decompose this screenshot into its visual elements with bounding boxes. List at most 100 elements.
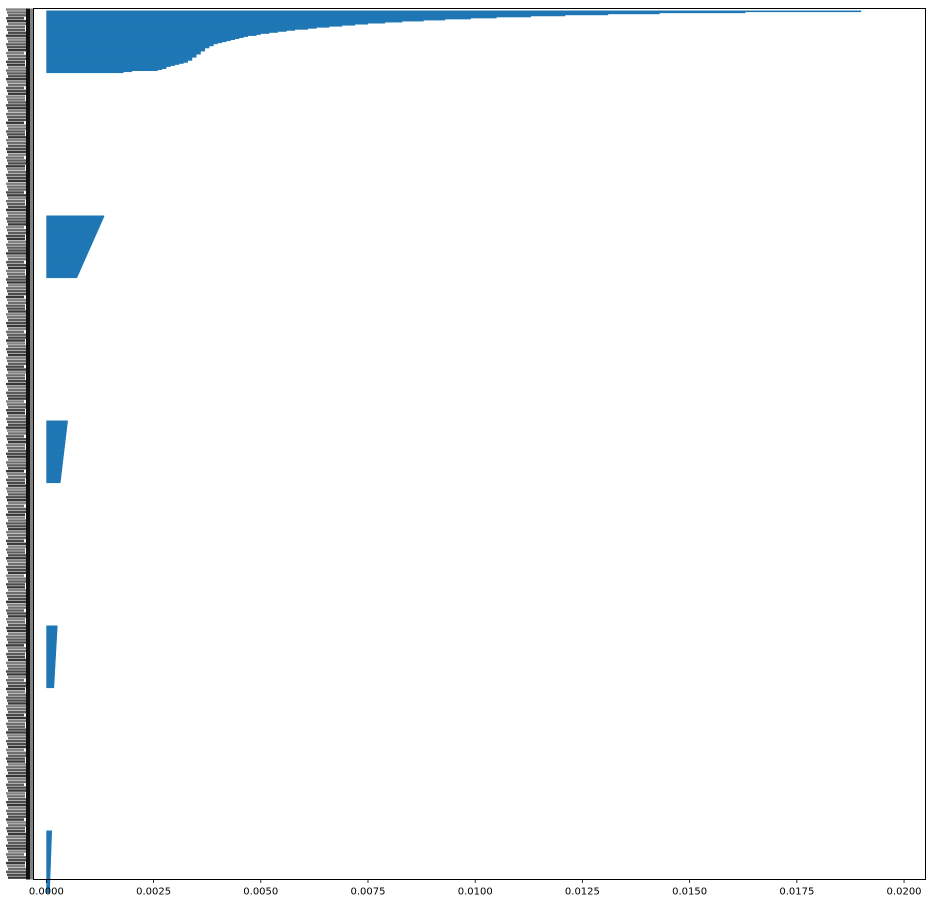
x-tick-layer: 0.0000 0.0025 0.0050 0.0075 0.0100 0.0125 0.01… xyxy=(29,879,922,898)
y-tick-label xyxy=(7,777,27,781)
bar xyxy=(46,473,62,475)
bar xyxy=(46,228,99,231)
y-tick-label xyxy=(7,620,25,624)
bar xyxy=(46,65,171,67)
y-tick-label xyxy=(8,719,28,723)
y-tick-label xyxy=(7,472,28,476)
y-tick-label xyxy=(8,562,26,566)
bar xyxy=(46,220,102,223)
y-tick-label xyxy=(8,388,26,392)
y-tick-label xyxy=(6,121,24,124)
y-tick-label xyxy=(8,519,29,522)
y-tick-label xyxy=(6,600,27,604)
bar xyxy=(46,269,81,271)
y-tick-label xyxy=(6,156,24,159)
y-tick-label xyxy=(8,14,27,17)
bar xyxy=(46,270,80,272)
bar xyxy=(46,443,66,445)
y-tick-label xyxy=(8,493,26,496)
y-tick-label xyxy=(8,780,27,784)
y-tick-label xyxy=(7,751,28,755)
bar xyxy=(46,243,92,246)
bar xyxy=(46,235,96,237)
y-tick-label xyxy=(8,824,28,827)
y-tick-label xyxy=(8,258,27,261)
y-tick-label xyxy=(7,307,25,310)
y-tick-label xyxy=(7,185,27,188)
y-tick-label xyxy=(6,670,27,673)
bar xyxy=(46,46,210,49)
y-tick-label xyxy=(6,731,26,734)
y-tick-label xyxy=(8,275,29,278)
y-tick-label xyxy=(7,115,27,119)
bar xyxy=(46,891,50,894)
y-tick-label xyxy=(7,394,27,397)
y-tick-label xyxy=(8,144,26,148)
bar xyxy=(46,229,98,232)
y-tick-label xyxy=(8,867,29,871)
y-tick-label xyxy=(6,739,27,743)
y-tick-label xyxy=(8,571,27,574)
bar xyxy=(46,665,56,668)
bar xyxy=(46,15,531,18)
bar xyxy=(46,830,52,833)
bar xyxy=(46,241,93,243)
bar xyxy=(46,643,57,645)
y-tick-label xyxy=(8,798,29,801)
y-tick-label xyxy=(8,327,27,331)
bar xyxy=(46,451,65,454)
y-tick-label xyxy=(7,194,28,197)
y-tick-label xyxy=(8,632,26,635)
y-tick-label xyxy=(8,223,27,226)
bar xyxy=(46,48,206,51)
y-tick-label xyxy=(6,17,24,20)
bar xyxy=(46,686,55,689)
y-tick-label xyxy=(8,249,26,252)
y-tick-label xyxy=(7,708,27,711)
y-tick-label xyxy=(7,803,26,807)
bar xyxy=(46,848,52,851)
y-tick-label xyxy=(6,8,27,11)
bar xyxy=(46,666,56,669)
y-tick-label xyxy=(8,101,29,104)
y-tick-label xyxy=(8,40,26,43)
y-tick-label xyxy=(7,647,28,650)
bar xyxy=(46,257,86,260)
y-tick-label xyxy=(6,766,26,769)
y-tick-label xyxy=(8,136,29,139)
bar xyxy=(46,662,56,665)
y-tick-label xyxy=(7,542,28,545)
y-tick-label xyxy=(8,832,29,836)
y-tick-label xyxy=(6,69,26,72)
bar xyxy=(46,253,88,256)
y-tick-label xyxy=(6,426,27,429)
y-tick-label xyxy=(6,199,25,203)
y-tick-label xyxy=(8,57,28,61)
y-tick-label xyxy=(6,548,25,551)
bar xyxy=(46,22,368,25)
bar xyxy=(46,13,609,16)
y-tick-label xyxy=(7,368,28,371)
y-tick-label xyxy=(6,339,25,342)
y-tick-label xyxy=(6,234,25,238)
y-tick-label xyxy=(6,330,24,334)
bar xyxy=(46,884,51,886)
bar xyxy=(46,47,206,50)
bar xyxy=(46,632,58,635)
y-tick-label xyxy=(6,208,26,212)
y-tick-label xyxy=(7,856,28,859)
bar xyxy=(46,67,167,69)
bar xyxy=(46,670,55,673)
bar xyxy=(46,849,52,852)
x-tick-label: 0.0125 xyxy=(565,887,600,898)
y-tick-label xyxy=(7,690,25,694)
bar xyxy=(46,68,163,70)
bar xyxy=(46,641,57,643)
y-tick-label xyxy=(7,133,25,136)
bar xyxy=(46,71,124,74)
y-tick-label xyxy=(6,809,27,813)
bar xyxy=(46,30,287,32)
bar xyxy=(46,249,90,252)
y-tick-label xyxy=(7,455,26,458)
bar xyxy=(46,264,83,266)
